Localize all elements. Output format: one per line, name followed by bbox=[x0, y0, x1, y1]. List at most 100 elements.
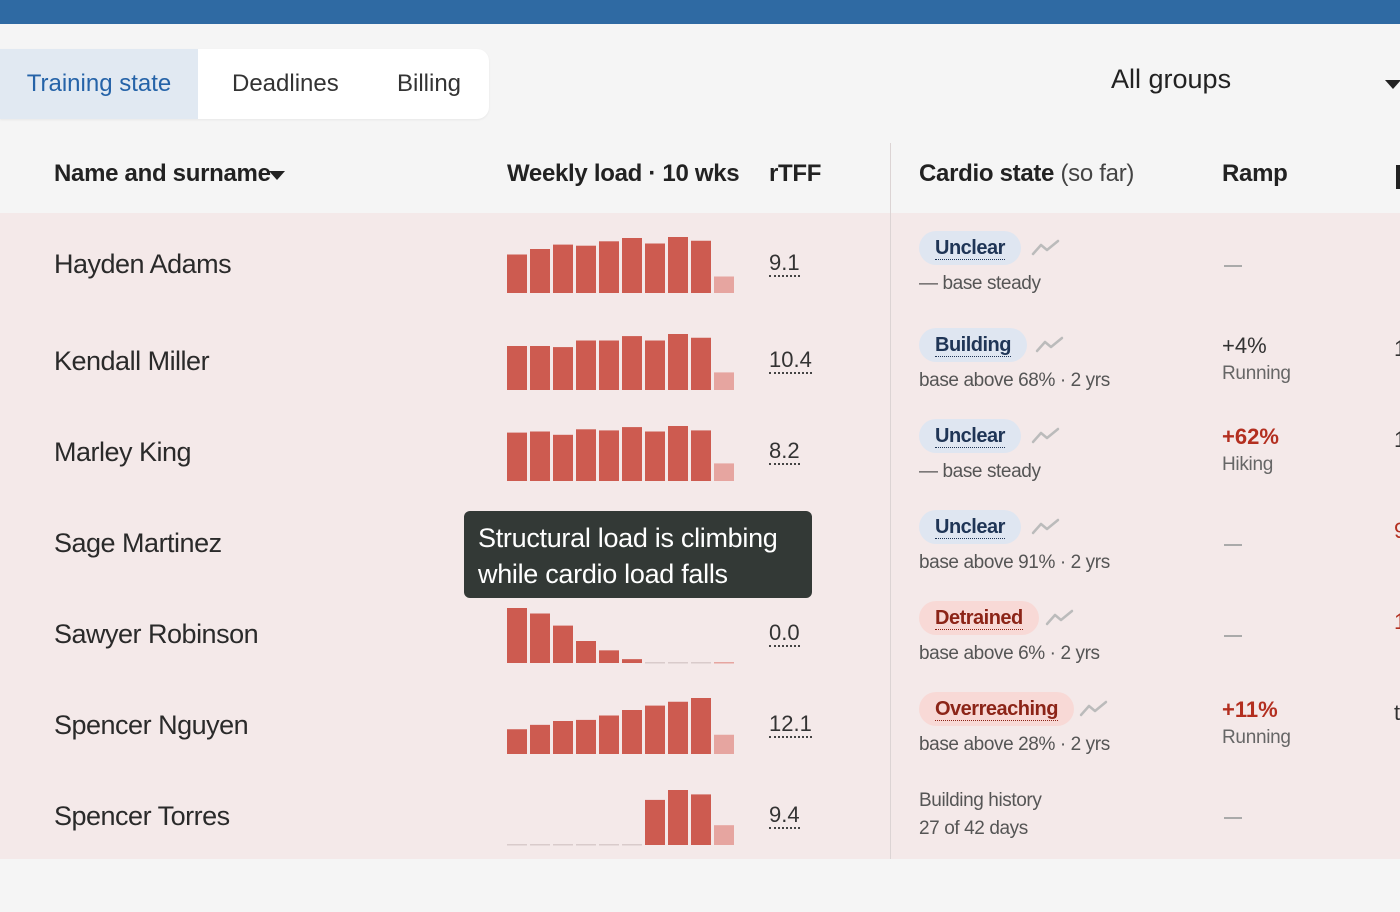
weekly-load-sparkline bbox=[507, 426, 734, 481]
view-tabs: Training state Deadlines Billing bbox=[0, 49, 489, 119]
table-row[interactable]: Marley King 8.2 Unclear — base steady +62% Hi… bbox=[0, 407, 1400, 498]
weekly-load-bar bbox=[576, 340, 596, 390]
next-column-value: 1 bbox=[1394, 427, 1400, 453]
table-row[interactable]: Spencer Nguyen 12.1 Overreaching base above… bbox=[0, 680, 1400, 771]
sort-down-icon[interactable] bbox=[269, 171, 285, 180]
tab-training-state[interactable]: Training state bbox=[0, 49, 198, 119]
weekly-load-sparkline bbox=[507, 237, 734, 293]
weekly-load-bar-current bbox=[714, 825, 734, 845]
weekly-load-bar bbox=[691, 240, 711, 293]
group-filter-select[interactable]: All groups bbox=[1111, 64, 1232, 94]
trend-icon[interactable] bbox=[1035, 336, 1065, 354]
weekly-load-bar bbox=[576, 429, 596, 481]
ramp-value: +4% bbox=[1222, 333, 1267, 358]
weekly-load-bar bbox=[553, 434, 573, 481]
status-detail: base above 91% · 2 yrs bbox=[919, 552, 1110, 573]
weekly-load-bar bbox=[622, 336, 642, 390]
weekly-load-bar bbox=[553, 347, 573, 390]
weekly-load-bar-current bbox=[714, 372, 734, 390]
athlete-name[interactable]: Spencer Nguyen bbox=[54, 710, 249, 740]
ramp-sport: Running bbox=[1222, 727, 1291, 748]
status-detail: base above 6% · 2 yrs bbox=[919, 643, 1100, 664]
tab-billing[interactable]: Billing bbox=[397, 70, 462, 97]
weekly-load-sparkline bbox=[507, 334, 734, 390]
weekly-load-bar bbox=[599, 241, 619, 293]
status-badge[interactable]: Building bbox=[919, 328, 1027, 362]
weekly-load-bar bbox=[645, 340, 665, 390]
table-row[interactable]: Sage Martinez Unclear base above 91% · 2 y… bbox=[0, 498, 1400, 589]
athlete-name[interactable]: Marley King bbox=[54, 437, 192, 467]
ramp-value: +11% bbox=[1222, 697, 1278, 722]
trend-icon[interactable] bbox=[1031, 427, 1061, 445]
athlete-name[interactable]: Kendall Miller bbox=[54, 346, 210, 376]
weekly-load-sparkline bbox=[507, 698, 734, 754]
empty-dash bbox=[1224, 635, 1242, 637]
weekly-load-bar bbox=[645, 705, 665, 754]
status-badge[interactable]: Unclear bbox=[919, 231, 1021, 265]
weekly-load-bar bbox=[668, 426, 688, 481]
weekly-load-bar bbox=[599, 650, 619, 663]
weekly-load-bar-empty bbox=[714, 662, 734, 664]
status-badge-label: Unclear bbox=[935, 516, 1005, 539]
weekly-load-bar bbox=[507, 432, 527, 481]
rtff-value[interactable]: 8.2 bbox=[769, 438, 800, 465]
column-header-rtff: rTFF bbox=[769, 160, 822, 187]
weekly-load-bar bbox=[576, 719, 596, 754]
weekly-load-bar bbox=[507, 254, 527, 293]
ramp-sport: Hiking bbox=[1222, 454, 1273, 475]
status-badge[interactable]: Overreaching bbox=[919, 692, 1074, 726]
status-badge-label: Detrained bbox=[935, 607, 1023, 630]
table-row[interactable]: Spencer Torres 9.4 Building history 27 of 4… bbox=[0, 771, 1400, 862]
table-row[interactable]: Hayden Adams 9.1 Unclear — base steady bbox=[0, 219, 1400, 310]
rtff-value[interactable]: 0.0 bbox=[769, 620, 800, 647]
weekly-load-bar bbox=[553, 244, 573, 293]
trend-icon[interactable] bbox=[1045, 609, 1075, 627]
column-header-name[interactable]: Name and surname bbox=[54, 160, 271, 188]
status-badge[interactable]: Detrained bbox=[919, 601, 1039, 635]
weekly-load-bar bbox=[622, 710, 642, 754]
next-column-value: t bbox=[1394, 700, 1400, 725]
rtff-value[interactable]: 9.1 bbox=[769, 250, 800, 277]
status-badge[interactable]: Unclear bbox=[919, 510, 1021, 544]
weekly-load-bar bbox=[507, 346, 527, 390]
trend-icon[interactable] bbox=[1079, 700, 1109, 718]
tooltip-line-1: Structural load is climbing bbox=[478, 523, 778, 553]
rtff-value[interactable]: 12.1 bbox=[769, 711, 812, 738]
athlete-name[interactable]: Sage Martinez bbox=[54, 528, 222, 558]
weekly-load-bar-current bbox=[714, 734, 734, 754]
weekly-load-bar bbox=[599, 715, 619, 754]
weekly-load-sparkline bbox=[507, 608, 734, 664]
status-detail: base above 68% · 2 yrs bbox=[919, 370, 1110, 391]
weekly-load-sparkline bbox=[507, 790, 734, 846]
status-badge[interactable]: Unclear bbox=[919, 419, 1021, 453]
weekly-load-bar-empty bbox=[530, 844, 550, 846]
tab-deadlines[interactable]: Deadlines bbox=[232, 70, 339, 97]
weekly-load-bar bbox=[530, 613, 550, 663]
column-header-ramp: Ramp bbox=[1222, 160, 1288, 187]
weekly-load-bar bbox=[622, 427, 642, 481]
weekly-load-bar bbox=[622, 238, 642, 293]
rtff-value[interactable]: 10.4 bbox=[769, 347, 812, 374]
rtff-value[interactable]: 9.4 bbox=[769, 802, 800, 829]
weekly-load-bar bbox=[622, 659, 642, 663]
athlete-name[interactable]: Sawyer Robinson bbox=[54, 619, 259, 649]
column-header-weekly-load: Weekly load · 10 wks bbox=[507, 160, 740, 187]
weekly-load-bar bbox=[668, 334, 688, 390]
history-status: Building history bbox=[919, 790, 1042, 811]
weekly-load-bar-current bbox=[714, 276, 734, 293]
table-row[interactable]: Sawyer Robinson 0.0 Detrained base above 6%… bbox=[0, 589, 1400, 680]
weekly-load-bar bbox=[668, 701, 688, 754]
next-column-header-edge bbox=[1396, 165, 1400, 189]
chevron-down-icon[interactable] bbox=[1385, 80, 1400, 89]
next-column-value: 1 bbox=[1394, 609, 1400, 635]
trend-icon[interactable] bbox=[1031, 518, 1061, 536]
athlete-name[interactable]: Hayden Adams bbox=[54, 249, 232, 279]
athlete-name[interactable]: Spencer Torres bbox=[54, 801, 230, 831]
trend-icon[interactable] bbox=[1031, 239, 1061, 257]
weekly-load-bar bbox=[645, 243, 665, 293]
weekly-load-bar bbox=[691, 337, 711, 390]
column-header-cardio-state: Cardio state (so far) bbox=[919, 160, 1134, 188]
table-row[interactable]: Kendall Miller 10.4 Building base above 68%… bbox=[0, 316, 1400, 407]
ramp-sport: Running bbox=[1222, 363, 1291, 384]
weekly-load-bar bbox=[645, 431, 665, 481]
